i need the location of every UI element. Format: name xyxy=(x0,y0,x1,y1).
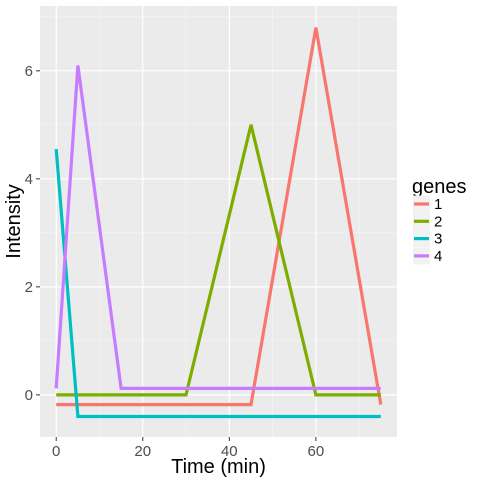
legend-label-1: 1 xyxy=(434,196,442,213)
y-tick-label: 6 xyxy=(25,63,33,80)
legend-label-3: 3 xyxy=(434,231,442,248)
x-tick-label: 20 xyxy=(134,443,151,460)
series-lines xyxy=(54,27,383,419)
y-tick-label: 0 xyxy=(25,387,33,404)
series-line-3 xyxy=(54,148,381,419)
axis-ticks xyxy=(36,70,317,441)
series-line-4 xyxy=(54,65,381,390)
x-tick-label: 40 xyxy=(221,443,238,460)
y-axis-title: Intensity xyxy=(3,184,25,258)
x-tick-label: 60 xyxy=(308,443,325,460)
y-tick-label: 4 xyxy=(25,171,33,188)
y-tick-label: 2 xyxy=(25,279,33,296)
legend-label-4: 4 xyxy=(434,248,442,265)
x-tick-label: 0 xyxy=(52,443,60,460)
x-tick-labels: 0 20 40 60 xyxy=(52,443,324,460)
legend-label-2: 2 xyxy=(434,213,442,230)
series-line-2 xyxy=(56,124,381,397)
legend-title: genes xyxy=(412,176,467,198)
y-tick-labels: 0 2 4 6 xyxy=(25,63,33,404)
x-axis-title: Time (min) xyxy=(171,456,266,478)
